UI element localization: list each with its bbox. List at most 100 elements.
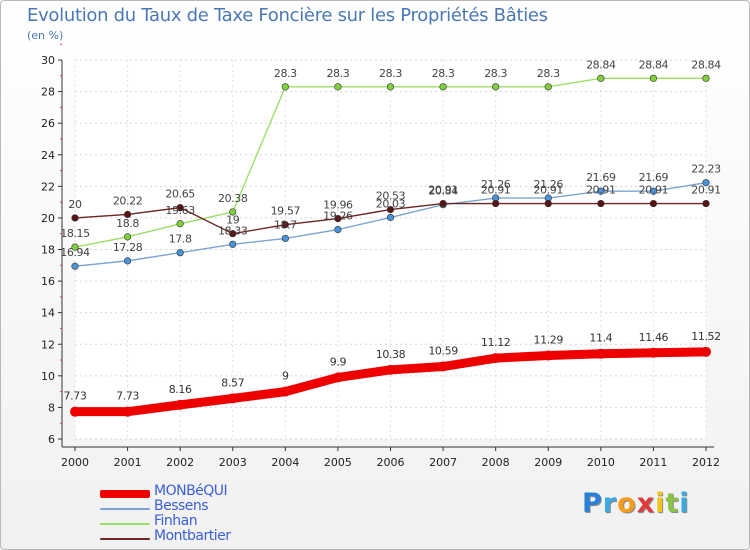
data-label-montbartier: 20.22 xyxy=(113,194,143,207)
data-label-monb-qui: 9 xyxy=(282,370,289,383)
y-tick-label: 18 xyxy=(41,244,55,257)
data-label-montbartier: 19.96 xyxy=(323,199,353,212)
data-point-bessens xyxy=(597,187,605,195)
data-point-monb-qui xyxy=(385,364,396,375)
legend-label: Finhan xyxy=(154,513,198,529)
x-tick-label: 2005 xyxy=(324,456,352,469)
data-point-montbartier xyxy=(544,199,552,208)
x-tick-label: 2007 xyxy=(429,456,457,469)
y-tick-label: 12 xyxy=(41,338,55,351)
data-label-finhan: 28.3 xyxy=(432,67,455,80)
data-point-finhan xyxy=(334,83,342,91)
logo-letter: x xyxy=(636,488,656,519)
data-label-finhan: 28.84 xyxy=(586,58,616,71)
logo-letter: P xyxy=(582,488,603,519)
legend-label: Bessens xyxy=(154,498,209,514)
data-label-monb-qui: 7.73 xyxy=(116,390,139,403)
data-label-monb-qui: 11.46 xyxy=(639,331,669,344)
data-point-finhan xyxy=(439,83,447,91)
data-label-montbartier: 20.91 xyxy=(428,184,458,197)
data-label-montbartier: 20.53 xyxy=(376,190,406,203)
data-point-montbartier xyxy=(123,210,132,219)
data-point-montbartier xyxy=(334,214,342,223)
data-label-finhan: 28.3 xyxy=(326,67,349,80)
data-label-montbartier: 19 xyxy=(226,214,240,227)
y-tick-label: 24 xyxy=(41,149,55,162)
data-label-monb-qui: 8.57 xyxy=(221,376,244,389)
data-label-bessens: 21.26 xyxy=(534,178,564,191)
data-point-finhan xyxy=(386,83,395,91)
data-label-montbartier: 20 xyxy=(68,198,82,211)
data-label-finhan: 28.84 xyxy=(691,58,721,71)
x-tick-label: 2009 xyxy=(534,456,562,469)
data-label-montbartier: 20.65 xyxy=(165,188,195,201)
logo-letter: i xyxy=(655,488,666,519)
y-tick-label: 30 xyxy=(41,54,55,67)
data-point-finhan xyxy=(649,74,658,82)
data-label-monb-qui: 10.38 xyxy=(376,348,406,361)
data-label-montbartier: 19.57 xyxy=(271,205,301,218)
data-point-monb-qui xyxy=(122,406,133,417)
legend-swatch xyxy=(100,490,150,498)
legend-swatch xyxy=(100,508,150,510)
x-tick-label: 2006 xyxy=(377,456,405,469)
data-point-finhan xyxy=(492,83,500,91)
x-tick-label: 2002 xyxy=(166,456,194,469)
data-label-finhan: 18.15 xyxy=(60,227,90,240)
data-point-bessens xyxy=(71,262,79,270)
x-tick-label: 2011 xyxy=(639,456,667,469)
data-point-finhan xyxy=(544,83,552,91)
data-point-bessens xyxy=(386,213,395,222)
logo-letter: r xyxy=(602,488,618,519)
data-point-monb-qui xyxy=(648,347,659,358)
data-point-montbartier xyxy=(702,199,710,208)
data-point-monb-qui xyxy=(175,399,186,410)
data-label-monb-qui: 11.4 xyxy=(589,332,612,345)
data-label-bessens: 22.23 xyxy=(691,163,721,176)
data-point-monb-qui xyxy=(543,350,554,361)
data-point-bessens xyxy=(229,240,237,248)
data-point-bessens xyxy=(702,179,710,187)
data-label-bessens: 21.69 xyxy=(639,171,669,184)
legend-label: MONBéQUI xyxy=(154,483,228,499)
data-label-montbartier: 20.91 xyxy=(534,184,564,197)
data-point-monb-qui xyxy=(280,386,291,397)
legend-swatch xyxy=(100,523,150,525)
data-label-bessens: 21.26 xyxy=(481,178,511,191)
data-point-montbartier xyxy=(386,205,395,214)
y-tick-label: 14 xyxy=(41,307,55,320)
data-label-bessens: 17.28 xyxy=(113,241,143,254)
data-label-finhan: 28.3 xyxy=(537,67,560,80)
data-label-finhan: 28.84 xyxy=(639,58,669,71)
data-label-monb-qui: 11.52 xyxy=(691,330,721,343)
data-point-finhan xyxy=(71,243,79,251)
x-tick-label: 2001 xyxy=(114,456,142,469)
data-label-montbartier: 20.91 xyxy=(639,184,669,197)
y-tick-label: 26 xyxy=(41,117,55,130)
data-point-montbartier xyxy=(281,221,289,229)
data-label-monb-qui: 10.59 xyxy=(428,345,458,358)
x-tick-label: 2010 xyxy=(587,456,615,469)
y-tick-label: 16 xyxy=(41,275,55,288)
data-point-finhan xyxy=(176,220,184,228)
data-label-montbartier: 20.91 xyxy=(586,184,616,197)
data-point-monb-qui xyxy=(332,372,343,383)
data-label-monb-qui: 11.29 xyxy=(534,333,564,346)
data-point-bessens xyxy=(649,187,658,195)
x-tick-label: 2012 xyxy=(692,456,720,469)
data-label-finhan: 18.8 xyxy=(116,217,139,230)
y-tick-label: 8 xyxy=(48,401,55,414)
data-label-bessens: 20.84 xyxy=(428,185,458,198)
data-point-finhan xyxy=(281,83,289,91)
y-tick-label: 20 xyxy=(41,212,55,225)
data-point-monb-qui xyxy=(701,346,711,357)
data-point-monb-qui xyxy=(438,361,449,372)
y-tick-label: 22 xyxy=(41,180,55,193)
data-label-monb-qui: 9.9 xyxy=(330,355,347,368)
data-label-finhan: 28.3 xyxy=(379,67,402,80)
legend-label: Montbartier xyxy=(154,528,231,544)
logo-letter: i xyxy=(679,488,690,519)
chart-unit: (en %) xyxy=(27,29,64,42)
data-label-finhan: 19.63 xyxy=(165,204,195,217)
